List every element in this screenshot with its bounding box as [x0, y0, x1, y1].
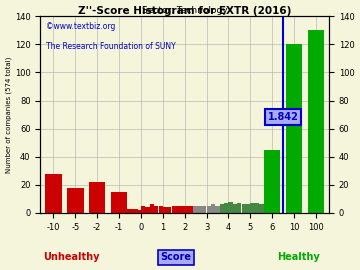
Bar — [154, 206, 158, 213]
Bar — [150, 204, 154, 213]
Title: Z''-Score Histogram for EXTR (2016): Z''-Score Histogram for EXTR (2016) — [78, 6, 291, 16]
Bar — [237, 203, 242, 213]
Bar — [202, 206, 206, 213]
Bar — [163, 207, 167, 213]
Bar — [158, 206, 163, 213]
Text: Sector: Technology: Sector: Technology — [142, 6, 228, 15]
Bar — [67, 188, 84, 213]
Bar — [229, 202, 233, 213]
Bar — [126, 209, 134, 213]
Bar — [89, 182, 105, 213]
Bar — [264, 204, 267, 213]
Bar — [215, 206, 220, 213]
Bar — [242, 204, 246, 213]
Text: Healthy: Healthy — [277, 252, 320, 262]
Text: 1.842: 1.842 — [267, 112, 298, 122]
Bar — [307, 30, 324, 213]
Bar — [45, 174, 62, 213]
Bar — [180, 206, 185, 213]
Bar — [193, 206, 198, 213]
Bar — [286, 44, 302, 213]
Bar — [246, 204, 250, 213]
Bar — [264, 150, 280, 213]
Bar — [111, 192, 127, 213]
Bar — [145, 207, 149, 213]
Bar — [224, 203, 228, 213]
Bar — [259, 204, 263, 213]
Bar — [137, 210, 141, 213]
Bar — [185, 206, 189, 213]
Bar — [250, 203, 255, 213]
Text: ©www.textbiz.org: ©www.textbiz.org — [46, 22, 116, 31]
Bar — [211, 204, 215, 213]
Y-axis label: Number of companies (574 total): Number of companies (574 total) — [5, 56, 12, 173]
Bar — [172, 206, 176, 213]
Bar — [220, 204, 224, 213]
Bar — [133, 209, 138, 213]
Text: Unhealthy: Unhealthy — [43, 252, 100, 262]
Bar — [189, 206, 193, 213]
Text: Score: Score — [161, 252, 192, 262]
Bar — [255, 203, 259, 213]
Bar — [198, 206, 202, 213]
Bar — [167, 207, 171, 213]
Bar — [176, 206, 180, 213]
Bar — [233, 204, 237, 213]
Text: The Research Foundation of SUNY: The Research Foundation of SUNY — [46, 42, 176, 51]
Bar — [268, 203, 272, 213]
Bar — [141, 206, 145, 213]
Bar — [207, 206, 211, 213]
